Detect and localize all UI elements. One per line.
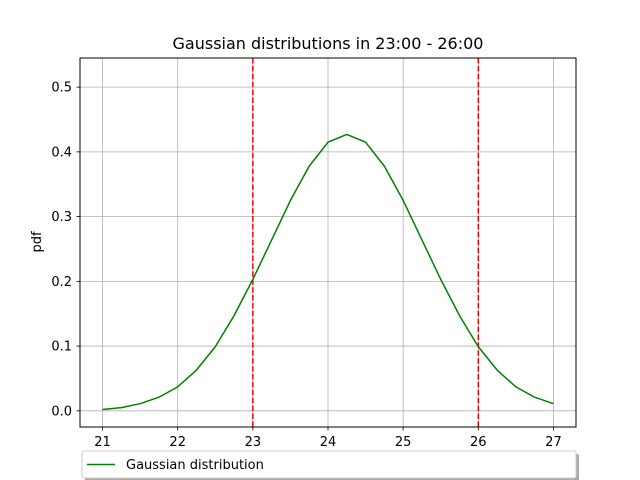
legend: Gaussian distribution	[81, 450, 579, 480]
legend-label: Gaussian distribution	[126, 458, 264, 473]
y-tick-label: 0.0	[51, 404, 72, 419]
series-lines	[102, 133, 554, 411]
x-tick-label: 27	[545, 435, 562, 450]
x-tick-label: 25	[395, 435, 412, 450]
series-line	[102, 133, 554, 411]
x-tick-label: 21	[94, 435, 111, 450]
x-tick-label: 23	[245, 435, 262, 450]
y-tick-label: 0.1	[51, 340, 72, 355]
y-axis-label: pdf	[30, 231, 45, 253]
legend-box	[81, 450, 577, 479]
y-tick-label: 0.5	[51, 81, 72, 96]
y-tick-label: 0.3	[51, 210, 72, 225]
reference-lines	[252, 58, 480, 427]
x-tick-label: 26	[470, 435, 487, 450]
y-tick-label: 0.2	[51, 275, 72, 290]
y-tick-label: 0.4	[51, 145, 72, 160]
grid-lines	[80, 58, 576, 427]
x-axis: 21 22 23 24 25 26 27	[94, 427, 562, 450]
x-tick-label: 24	[320, 435, 337, 450]
chart-title: Gaussian distributions in 23:00 - 26:00	[173, 34, 484, 53]
y-axis: 0.0 0.1 0.2 0.3 0.4 0.5	[51, 81, 80, 419]
x-tick-label: 22	[169, 435, 186, 450]
